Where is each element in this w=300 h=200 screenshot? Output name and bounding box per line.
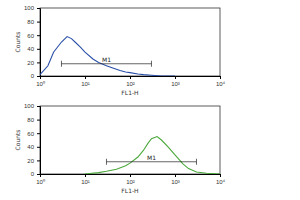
y-tick: 40 (27, 144, 40, 150)
y-axis-title: Counts (14, 32, 21, 53)
x-tick-label: 10⁴ (216, 81, 226, 87)
gate-end (196, 159, 197, 165)
x-axis: 10⁰ 10¹ 10² 10³ 10⁴ (36, 174, 225, 185)
x-tick-mark (130, 174, 131, 177)
marks (85, 137, 220, 174)
x-tick-label: 10⁰ (36, 80, 45, 87)
x-tick-mark (85, 174, 86, 177)
x-tick: 10⁴ (216, 76, 226, 87)
y-tick-mark (37, 133, 40, 134)
y-tick-label: 40 (27, 46, 34, 52)
gate-label: M1 (147, 154, 156, 161)
x-tick: 10² (126, 76, 135, 87)
y-tick-label: 0 (31, 171, 35, 177)
y-tick-mark (37, 160, 40, 161)
gate-line (61, 63, 151, 64)
x-axis-title: FL1-H (121, 187, 138, 194)
x-tick-label: 10¹ (81, 179, 90, 185)
x-tick: 10⁰ (36, 174, 45, 185)
y-tick-mark (37, 106, 40, 107)
y-tick-label: 100 (24, 5, 35, 11)
x-tick-label: 10² (126, 179, 135, 185)
y-tick: 80 (27, 19, 40, 25)
x-tick-mark (175, 76, 176, 79)
x-tick-mark (220, 76, 221, 79)
x-tick-mark (220, 174, 221, 177)
x-axis: 10⁰ 10¹ 10² 10³ 10⁴ (36, 76, 225, 87)
x-tick: 10² (126, 174, 135, 185)
gate: M1 (61, 56, 151, 67)
x-tick: 10³ (171, 174, 180, 185)
y-tick-mark (37, 120, 40, 121)
y-tick: 20 (27, 60, 40, 66)
marks (40, 37, 175, 76)
y-tick: 20 (27, 158, 40, 164)
x-axis-title: FL1-H (121, 89, 138, 96)
x-tick-label: 10³ (171, 81, 180, 87)
gate-end (61, 61, 62, 67)
x-tick-mark (85, 76, 86, 79)
y-axis-title: Counts (14, 130, 21, 151)
y-tick-mark (37, 76, 40, 77)
x-axis-line (41, 77, 221, 80)
plot-frame (40, 106, 220, 174)
y-axis-line (37, 9, 41, 77)
x-tick: 10³ (171, 76, 180, 87)
histogram-line (85, 137, 220, 174)
y-tick: 40 (27, 46, 40, 52)
y-tick-label: 20 (27, 60, 34, 66)
y-tick-mark (37, 22, 40, 23)
y-tick: 100 (24, 5, 40, 11)
x-tick-label: 10⁰ (36, 178, 45, 185)
y-tick: 0 (31, 73, 40, 79)
x-tick-mark (175, 174, 176, 177)
gate-end (151, 61, 152, 67)
y-tick-label: 0 (31, 73, 35, 79)
x-tick: 10⁴ (216, 174, 226, 185)
y-tick-mark (37, 35, 40, 36)
x-tick-label: 10³ (171, 179, 180, 185)
x-tick-mark (130, 76, 131, 79)
gate-label: M1 (102, 56, 111, 63)
y-tick: 100 (24, 103, 40, 109)
y-tick-label: 100 (24, 103, 35, 109)
gate-line (106, 161, 196, 162)
y-tick-label: 60 (27, 33, 34, 39)
x-tick: 10¹ (81, 174, 90, 185)
y-tick: 60 (27, 33, 40, 39)
y-tick-label: 40 (27, 144, 34, 150)
y-tick: 60 (27, 131, 40, 137)
y-axis: 0 20 40 60 80 100 (24, 5, 41, 79)
plot-frame (40, 8, 220, 76)
x-tick: 10⁰ (36, 76, 45, 87)
gate-end (106, 159, 107, 165)
y-tick-mark (37, 62, 40, 63)
y-axis: 0 20 40 60 80 100 (24, 103, 41, 177)
y-tick-label: 80 (27, 19, 34, 25)
y-tick-mark (37, 49, 40, 50)
x-axis-line (41, 175, 221, 178)
gate: M1 (106, 154, 196, 165)
y-tick-mark (37, 174, 40, 175)
y-tick: 80 (27, 117, 40, 123)
x-tick-label: 10⁴ (216, 179, 226, 185)
y-tick-label: 20 (27, 158, 34, 164)
y-tick-mark (37, 147, 40, 148)
x-tick-label: 10² (126, 81, 135, 87)
y-tick: 0 (31, 171, 40, 177)
x-tick: 10¹ (81, 76, 90, 87)
histogram-line (40, 37, 175, 76)
y-tick-label: 80 (27, 117, 34, 123)
x-tick-label: 10¹ (81, 81, 90, 87)
panel: 10⁰ 10¹ 10² 10³ 10⁴ 0 20 40 60 80 100 FL1-H Counts M1 (14, 5, 226, 96)
y-axis-line (37, 107, 41, 175)
panel: 10⁰ 10¹ 10² 10³ 10⁴ 0 20 40 60 80 100 FL1-H Counts M1 (14, 103, 226, 194)
y-tick-label: 60 (27, 131, 34, 137)
y-tick-mark (37, 8, 40, 9)
